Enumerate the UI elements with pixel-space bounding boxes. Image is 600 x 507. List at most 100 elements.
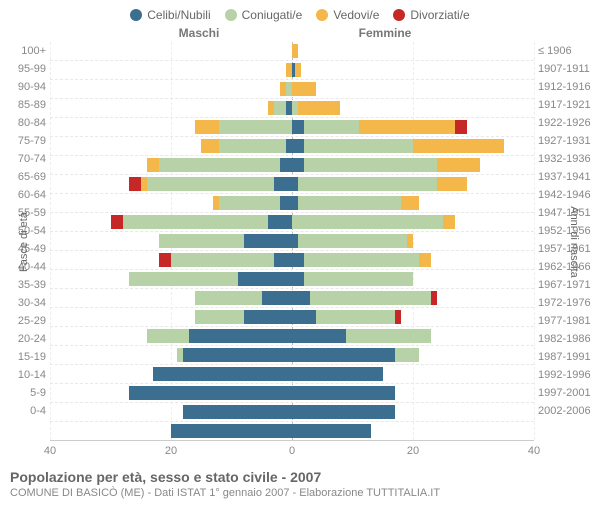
seg-coniugati [219, 120, 292, 134]
seg-celibi [292, 158, 304, 172]
seg-coniugati [195, 291, 262, 305]
seg-coniugati [395, 348, 419, 362]
male-bar [50, 348, 292, 362]
female-bar [292, 120, 534, 134]
seg-divorziati [111, 215, 123, 229]
year-label: 1992-1996 [538, 366, 596, 384]
age-label: 20-24 [4, 330, 46, 348]
seg-celibi [189, 329, 292, 343]
pyramid-row [50, 251, 534, 270]
female-bar [292, 272, 534, 286]
seg-celibi [280, 158, 292, 172]
male-bar [50, 424, 292, 438]
female-bar [292, 196, 534, 210]
year-label: 1937-1941 [538, 168, 596, 186]
legend-item: Vedovi/e [316, 8, 379, 22]
age-label: 30-34 [4, 294, 46, 312]
year-label: 1927-1931 [538, 132, 596, 150]
x-tick: 40 [44, 445, 56, 457]
female-bar [292, 386, 534, 400]
female-bar [292, 234, 534, 248]
seg-coniugati [274, 101, 286, 115]
legend-swatch [225, 9, 237, 21]
seg-celibi [171, 424, 292, 438]
seg-coniugati [298, 234, 407, 248]
male-bar [50, 215, 292, 229]
year-label: 1912-1916 [538, 78, 596, 96]
seg-coniugati [171, 253, 274, 267]
seg-vedovi [359, 120, 456, 134]
age-label: 90-94 [4, 78, 46, 96]
seg-celibi [292, 367, 383, 381]
x-axis: 402002040 [4, 445, 596, 459]
pyramid-row [50, 403, 534, 422]
seg-vedovi [298, 101, 340, 115]
year-label: 1942-1946 [538, 186, 596, 204]
pyramid-row [50, 80, 534, 99]
seg-celibi [292, 405, 395, 419]
seg-coniugati [219, 139, 286, 153]
pyramid-row [50, 422, 534, 440]
age-label: 35-39 [4, 276, 46, 294]
male-bar [50, 82, 292, 96]
pyramid-row [50, 308, 534, 327]
male-bar [50, 386, 292, 400]
seg-divorziati [431, 291, 437, 305]
male-bar [50, 196, 292, 210]
male-bar [50, 101, 292, 115]
pyramid-row [50, 232, 534, 251]
seg-coniugati [147, 177, 274, 191]
pyramid-row [50, 384, 534, 403]
legend-item: Coniugati/e [225, 8, 303, 22]
pyramid-row [50, 137, 534, 156]
gender-male-label: Maschi [106, 26, 292, 40]
x-tick: 20 [407, 445, 419, 457]
seg-celibi [268, 215, 292, 229]
seg-celibi [262, 291, 292, 305]
seg-vedovi [437, 158, 479, 172]
seg-vedovi [407, 234, 413, 248]
seg-coniugati [304, 139, 413, 153]
year-label: 1917-1921 [538, 96, 596, 114]
y-axis-left-title: Fasce di età [18, 212, 30, 272]
seg-coniugati [298, 177, 437, 191]
year-label: ≤ 1906 [538, 42, 596, 60]
female-bar [292, 215, 534, 229]
male-bar [50, 329, 292, 343]
seg-celibi [153, 367, 292, 381]
year-label: 1967-1971 [538, 276, 596, 294]
seg-vedovi [419, 253, 431, 267]
male-bar [50, 63, 292, 77]
gender-header: Maschi Femmine [0, 26, 600, 42]
seg-vedovi [195, 120, 219, 134]
year-label: 2002-2006 [538, 402, 596, 420]
female-bar [292, 348, 534, 362]
seg-celibi [292, 310, 316, 324]
plot-area [50, 42, 534, 441]
x-tick: 20 [165, 445, 177, 457]
seg-celibi [183, 348, 292, 362]
pyramid-row [50, 99, 534, 118]
population-pyramid-chart: Celibi/NubiliConiugati/eVedovi/eDivorzia… [0, 0, 600, 507]
seg-coniugati [123, 215, 268, 229]
pyramid-row [50, 346, 534, 365]
age-label: 60-64 [4, 186, 46, 204]
pyramid-row [50, 61, 534, 80]
seg-celibi [292, 253, 304, 267]
age-label: 100+ [4, 42, 46, 60]
pyramid-row [50, 270, 534, 289]
age-label: 25-29 [4, 312, 46, 330]
seg-celibi [183, 405, 292, 419]
seg-coniugati [316, 310, 395, 324]
seg-vedovi [292, 44, 298, 58]
female-bar [292, 310, 534, 324]
female-bar [292, 82, 534, 96]
age-label: 15-19 [4, 348, 46, 366]
seg-celibi [244, 310, 292, 324]
legend-item: Celibi/Nubili [130, 8, 210, 22]
male-bar [50, 177, 292, 191]
seg-coniugati [159, 158, 280, 172]
seg-vedovi [201, 139, 219, 153]
year-label: 1982-1986 [538, 330, 596, 348]
age-label: 75-79 [4, 132, 46, 150]
